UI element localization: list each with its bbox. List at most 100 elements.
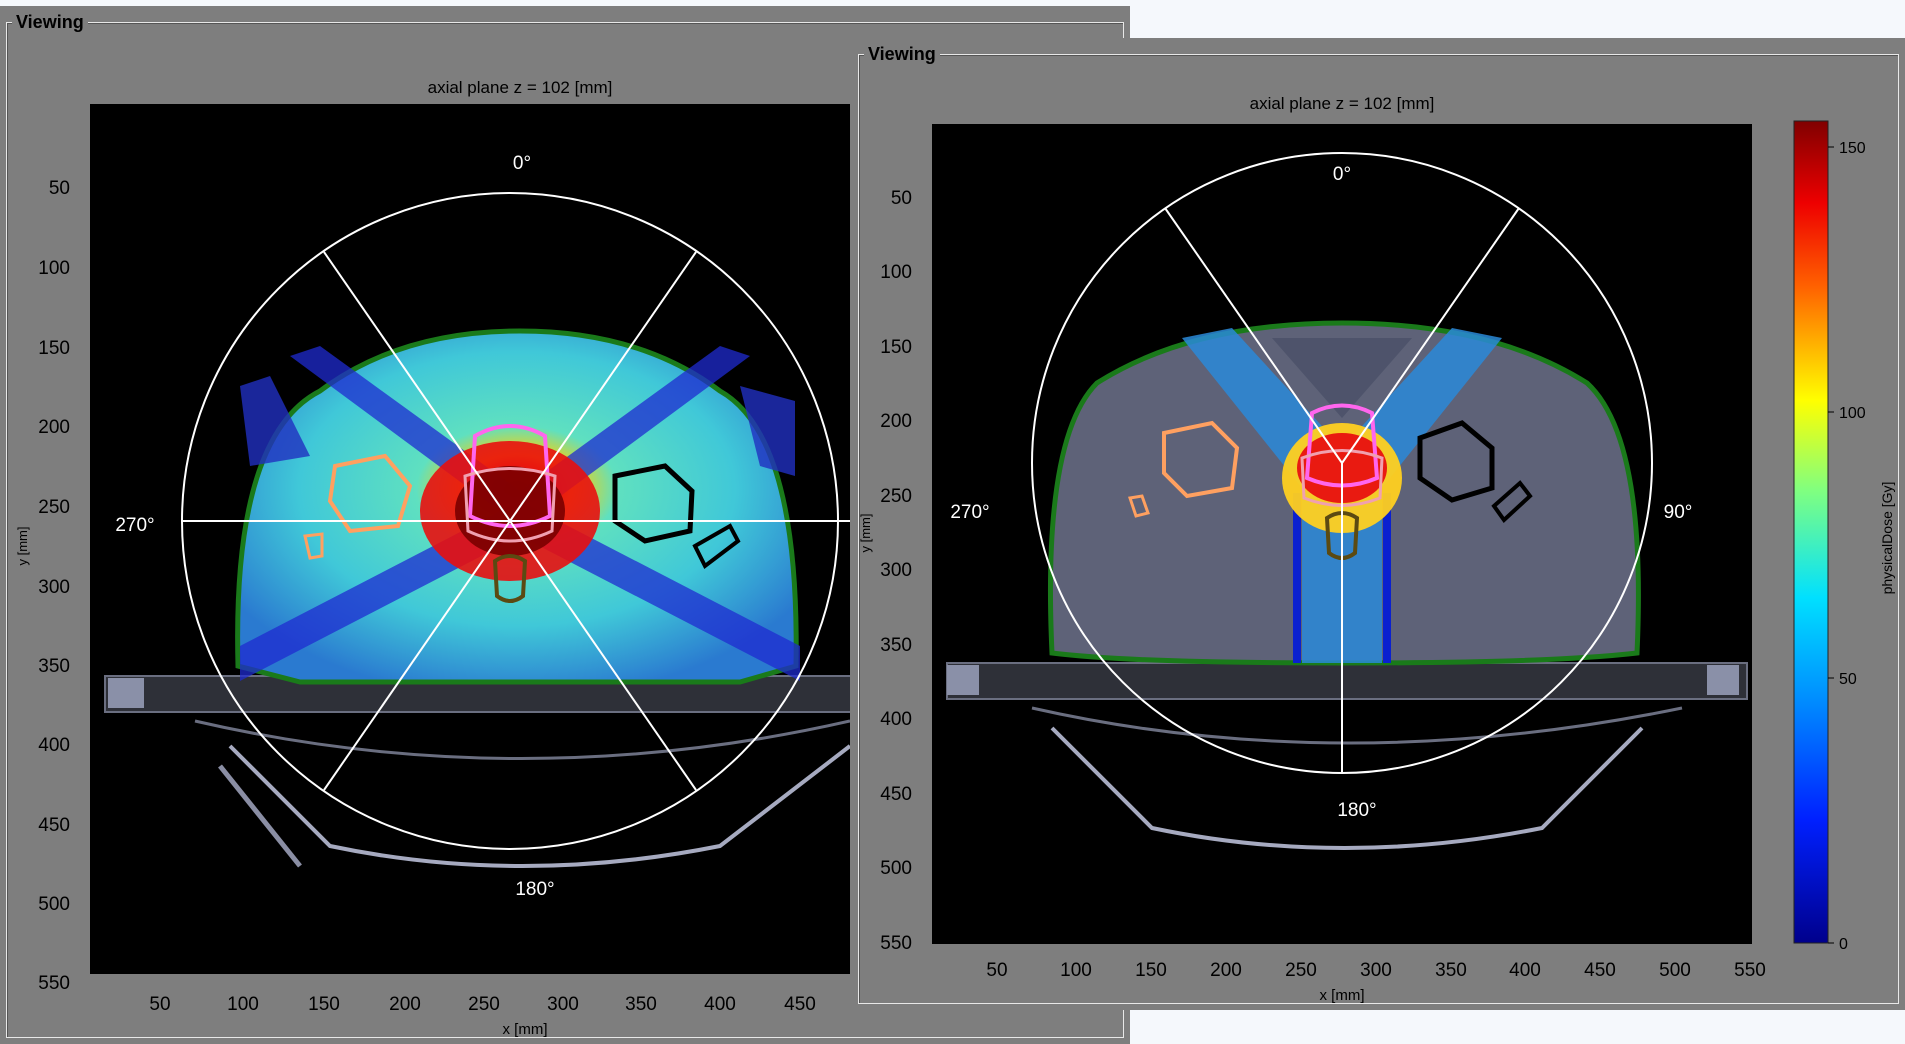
x-tick: 350 xyxy=(1435,960,1467,981)
colorbar-tick: 50 xyxy=(1839,671,1857,688)
couch-shell xyxy=(1050,726,1644,850)
lymph-right-contour xyxy=(1491,480,1533,524)
angle-label-270: 270° xyxy=(950,502,989,523)
femoral-head-right-contour xyxy=(1417,420,1495,503)
prostate-contour xyxy=(463,467,557,543)
beam-streak xyxy=(290,346,750,526)
x-tick: 100 xyxy=(227,994,259,1015)
y-tick: 500 xyxy=(880,858,912,879)
beam-streak xyxy=(240,501,800,681)
femoral-head-left-contour xyxy=(1162,420,1240,499)
x-tick: 400 xyxy=(1509,960,1541,981)
beam-line-30 xyxy=(1341,207,1520,464)
y-tick: 350 xyxy=(880,635,912,656)
x-axis-label: x [mm] xyxy=(1320,987,1365,1004)
colorbar-tick: 100 xyxy=(1839,405,1866,422)
y-axis-label: y [mm] xyxy=(858,514,873,553)
slice-image xyxy=(946,152,1748,850)
dose-slice-plot-right[interactable]: axial plane z = 102 [mm] xyxy=(852,38,1905,1010)
y-tick: 550 xyxy=(880,933,912,954)
x-tick: 300 xyxy=(1360,960,1392,981)
x-tick: 150 xyxy=(308,994,340,1015)
couch-edge xyxy=(108,678,144,708)
couch-strut xyxy=(218,764,302,868)
beam-line-330 xyxy=(1164,207,1343,464)
colorbar-ticks: 150 100 50 0 xyxy=(1828,140,1866,953)
y-tick: 500 xyxy=(38,894,70,915)
y-tick: 150 xyxy=(880,337,912,358)
viewing-panel-right: Viewing axial plane z = 102 [mm] xyxy=(852,38,1905,1010)
x-tick: 350 xyxy=(625,994,657,1015)
angle-label-180: 180° xyxy=(515,879,554,900)
colorbar-label: physicalDose [Gy] xyxy=(1879,482,1895,595)
y-tick: 250 xyxy=(38,497,70,518)
x-tick: 300 xyxy=(547,994,579,1015)
colorbar-tick: 0 xyxy=(1839,936,1848,953)
beam-streak xyxy=(240,376,310,466)
x-tick: 400 xyxy=(704,994,736,1015)
y-tick: 300 xyxy=(38,577,70,598)
x-tick: 50 xyxy=(149,994,170,1015)
y-tick: 50 xyxy=(49,178,70,199)
plot-title: axial plane z = 102 [mm] xyxy=(1250,94,1435,113)
slice-image xyxy=(104,192,850,868)
lymph-left-contour xyxy=(303,532,324,560)
x-tick: 50 xyxy=(986,960,1007,981)
y-tick: 200 xyxy=(38,417,70,438)
beam-line-30-210 xyxy=(323,251,697,791)
angle-label-0: 0° xyxy=(1333,164,1351,185)
y-tick: 100 xyxy=(38,258,70,279)
colorbar xyxy=(1793,120,1829,944)
femoral-head-left-contour xyxy=(327,453,413,534)
couch-edge xyxy=(1707,665,1739,695)
angle-label-0: 0° xyxy=(513,153,531,174)
y-tick: 400 xyxy=(38,735,70,756)
lymph-right-contour xyxy=(692,523,741,570)
x-tick: 250 xyxy=(1285,960,1317,981)
prostate-contour xyxy=(1300,449,1384,507)
lymph-left-contour xyxy=(1128,494,1150,518)
dose-slice-plot-left[interactable]: axial plane z = 102 [mm] xyxy=(0,6,1130,1044)
y-axis-ticks: 50 100 150 200 250 300 350 400 450 500 5… xyxy=(38,178,70,994)
beam-streak xyxy=(740,386,795,476)
viewing-group-frame xyxy=(858,54,1899,1004)
couch-curve xyxy=(1031,706,1683,745)
couch-shell xyxy=(228,744,850,868)
x-tick: 450 xyxy=(1584,960,1616,981)
viewing-group-title: Viewing xyxy=(12,12,88,33)
beam-gap xyxy=(1272,338,1412,418)
y-tick: 300 xyxy=(880,560,912,581)
rectum-contour xyxy=(492,554,528,603)
rectum-contour xyxy=(1324,511,1360,560)
plot-title: axial plane z = 102 [mm] xyxy=(428,78,613,97)
x-axis-label: x [mm] xyxy=(503,1021,548,1038)
y-tick: 350 xyxy=(38,656,70,677)
y-tick: 150 xyxy=(38,338,70,359)
x-tick: 100 xyxy=(1060,960,1092,981)
couch-curve xyxy=(194,719,850,760)
x-tick: 450 xyxy=(784,994,816,1015)
y-tick: 400 xyxy=(880,709,912,730)
x-tick: 500 xyxy=(1659,960,1691,981)
viewing-group-title: Viewing xyxy=(864,44,940,65)
y-tick: 250 xyxy=(880,486,912,507)
y-axis-ticks: 50 100 150 200 250 300 350 400 450 500 5… xyxy=(880,188,912,954)
y-tick: 450 xyxy=(880,784,912,805)
ptv-contour xyxy=(1304,403,1380,488)
angle-label-180: 180° xyxy=(1337,800,1376,821)
y-tick: 450 xyxy=(38,815,70,836)
dose-core xyxy=(455,466,565,556)
ptv-contour xyxy=(467,424,553,528)
couch-top xyxy=(946,662,1748,700)
y-tick: 50 xyxy=(891,188,912,209)
y-axis-label: y [mm] xyxy=(15,527,30,566)
couch-edge xyxy=(947,665,979,695)
x-axis-ticks: 50 100 150 200 250 300 350 400 450 500 5… xyxy=(986,960,1765,981)
y-tick: 550 xyxy=(38,973,70,994)
colorbar-tick: 150 xyxy=(1839,140,1866,157)
x-tick: 250 xyxy=(468,994,500,1015)
angle-label-270: 270° xyxy=(115,515,154,536)
x-tick: 550 xyxy=(1734,960,1766,981)
x-tick: 150 xyxy=(1135,960,1167,981)
angle-label-90: 90° xyxy=(1664,502,1693,523)
